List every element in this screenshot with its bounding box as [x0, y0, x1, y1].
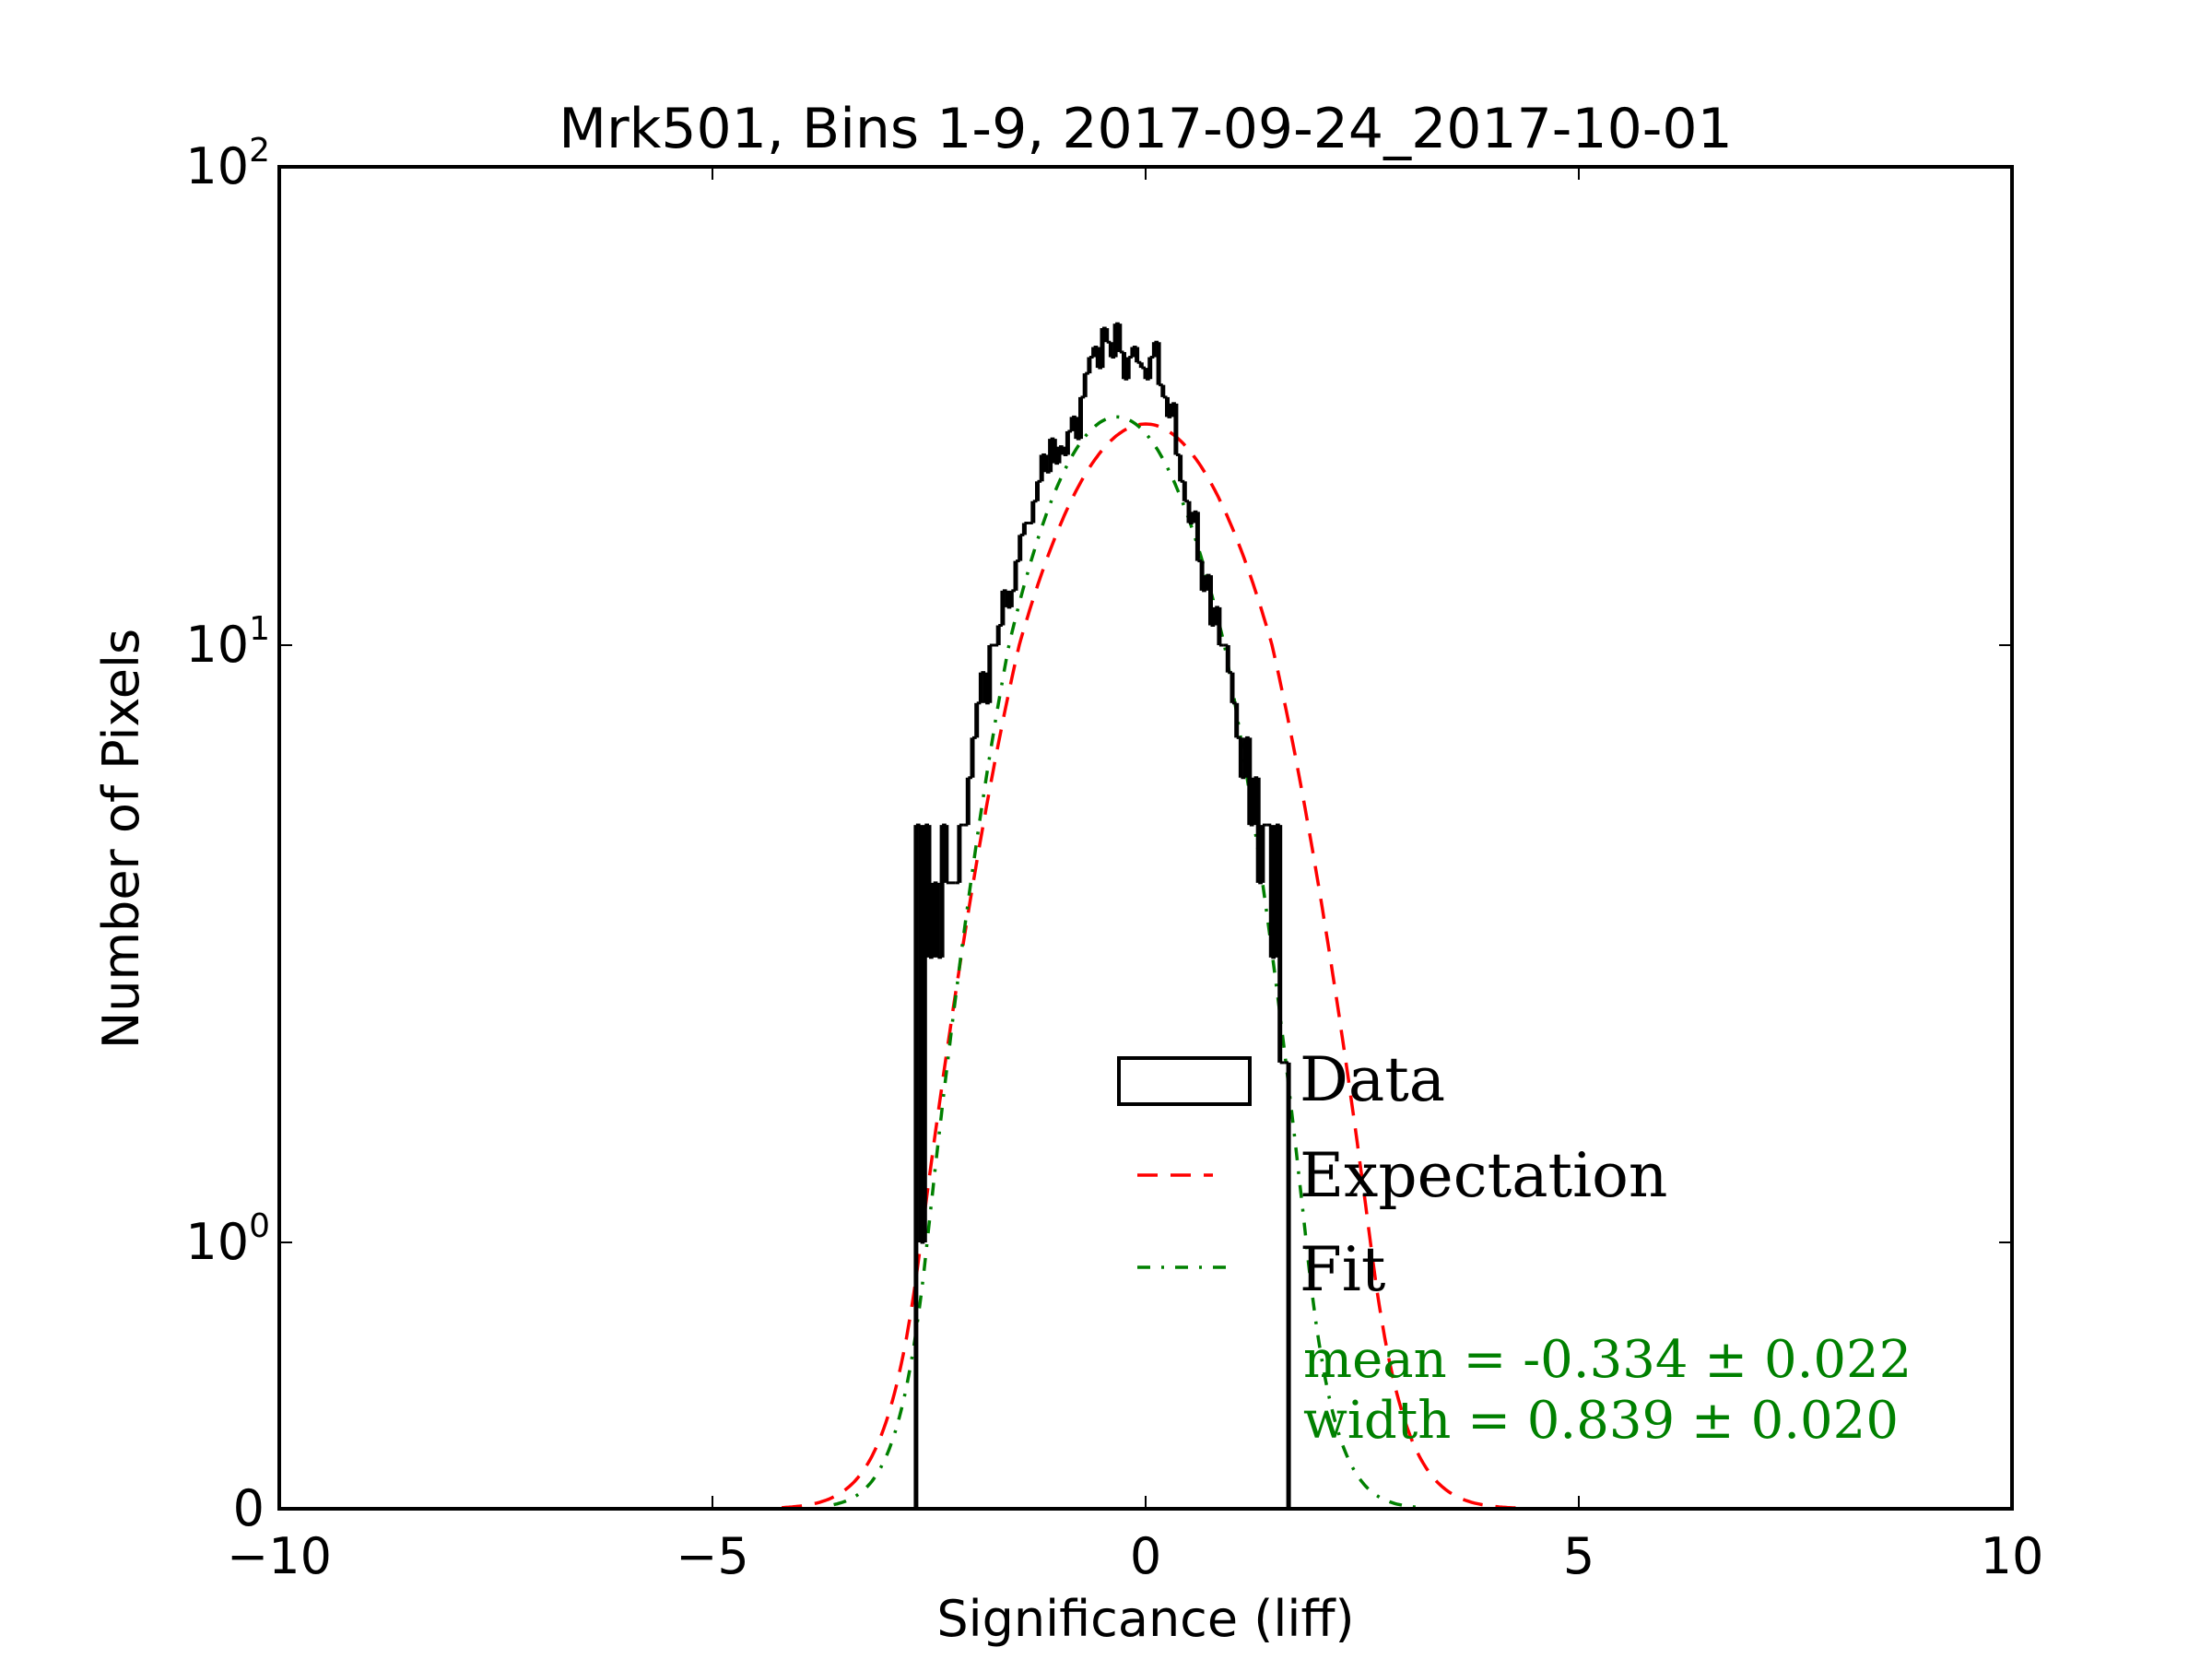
legend: Data Expectation Fit — [1117, 1044, 1667, 1305]
x-axis: −10 −5 0 5 10 — [227, 167, 2043, 1585]
legend-data-swatch — [1117, 1056, 1252, 1106]
x-tick-label: 10 — [1981, 1527, 2044, 1585]
legend-label-expectation: Expectation — [1300, 1140, 1667, 1211]
y-tick-exponent: 1 — [249, 610, 270, 648]
x-axis-label: Significance (liff) — [936, 1590, 1354, 1648]
plot-area — [782, 322, 1519, 1510]
y-tick-exponent: 0 — [249, 1207, 270, 1245]
x-tick-label: 5 — [1563, 1527, 1594, 1585]
series-fit-line — [833, 415, 1423, 1510]
x-tick-label: −5 — [676, 1527, 749, 1585]
legend-label-fit: Fit — [1300, 1234, 1385, 1305]
x-tick-label: −10 — [227, 1527, 332, 1585]
histogram-data — [913, 322, 1291, 1509]
annotation-width: width = 0.839 ± 0.020 — [1303, 1391, 1899, 1451]
y-axis-label: Number of Pixels — [92, 629, 150, 1049]
annotation-mean: mean = -0.334 ± 0.022 — [1303, 1330, 1912, 1390]
series-expectation-line — [782, 422, 1519, 1510]
y-tick-exponent: 2 — [249, 132, 270, 170]
x-tick-label: 0 — [1130, 1527, 1161, 1585]
y-tick-label: 0 — [233, 1479, 265, 1537]
chart-title: Mrk501, Bins 1-9, 2017-09-24_2017-10-01 — [559, 97, 1733, 161]
legend-label-data: Data — [1300, 1044, 1445, 1115]
axes-frame — [277, 165, 2014, 1511]
